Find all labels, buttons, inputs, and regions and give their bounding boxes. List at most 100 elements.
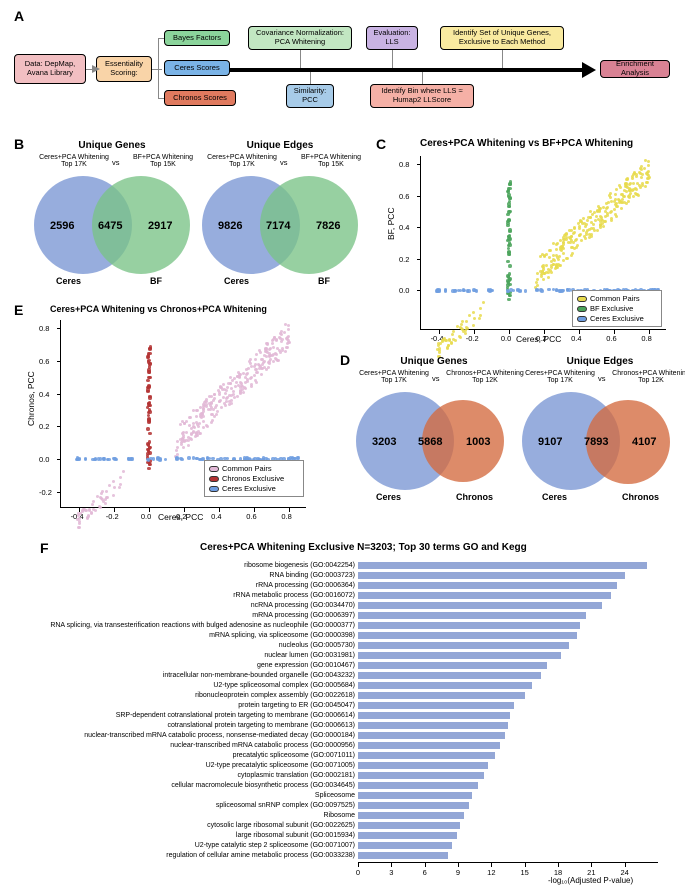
- bar-label: intracellular non-membrane-bounded organ…: [48, 672, 358, 679]
- barchart-f: ribosome biogenesis (GO:0042254) RNA bind…: [48, 560, 668, 860]
- bar-row: cytoplasmic translation (GO:0002181): [48, 770, 668, 780]
- bar-row: nucleolus (GO:0005730): [48, 640, 668, 650]
- panel-c-label: C: [376, 136, 386, 152]
- bar-row: cytosolic large ribosomal subunit (GO:00…: [48, 820, 668, 830]
- bar-fill: [358, 682, 532, 689]
- venn-b-genes: Unique Genes Ceres+PCA Whitening Top 17K…: [32, 140, 192, 290]
- pipeline-diagram: Data: DepMap, Avana Library Essentiality…: [14, 16, 669, 126]
- box-sim: Similarity: PCC: [286, 84, 334, 108]
- venn-d-edges: Unique Edges Ceres+PCA Whitening Top 17K…: [520, 356, 680, 506]
- bar-row: protein targeting to ER (GO:0045047): [48, 700, 668, 710]
- bar-fill: [358, 752, 495, 759]
- bar-row: nuclear-transcribed mRNA catabolic proce…: [48, 730, 668, 740]
- bar-fill: [358, 672, 541, 679]
- bar-fill: [358, 612, 586, 619]
- scatter-c-title: Ceres+PCA Whitening vs BF+PCA Whitening: [420, 138, 633, 149]
- bar-fill: [358, 822, 460, 829]
- venn-d-edges-lname: Ceres: [542, 492, 567, 502]
- venn-d-genes-overlap: 5868: [418, 436, 442, 448]
- bar-label: nuclear lumen (GO:0031981): [48, 652, 358, 659]
- venn-b-vs: vs: [112, 158, 120, 167]
- box-ceres: Ceres Scores: [164, 60, 230, 76]
- bar-label: cytoplasmic translation (GO:0002181): [48, 772, 358, 779]
- bar-label: U2-type precatalytic spliceosome (GO:007…: [48, 762, 358, 769]
- venn-d-edges-left: 9107: [538, 436, 562, 448]
- box-enrich: Enrichment Analysis: [600, 60, 670, 78]
- bar-row: nuclear-transcribed mRNA catabolic proce…: [48, 740, 668, 750]
- bar-fill: [358, 602, 602, 609]
- bar-label: precatalytic spliceosome (GO:0071011): [48, 752, 358, 759]
- bar-label: ribosome biogenesis (GO:0042254): [48, 562, 358, 569]
- venn-b-edges-right: 7826: [316, 220, 340, 232]
- bar-row: spliceosomal snRNP complex (GO:0097525): [48, 800, 668, 810]
- bar-label: cotranslational protein targeting to mem…: [48, 722, 358, 729]
- bar-fill: [358, 562, 647, 569]
- venn-b-genes-overlap: 6475: [98, 220, 122, 232]
- bar-label: mRNA splicing, via spliceosome (GO:00003…: [48, 632, 358, 639]
- bar-fill: [358, 592, 611, 599]
- bar-label: U2-type catalytic step 2 spliceosome (GO…: [48, 842, 358, 849]
- bar-fill: [358, 692, 525, 699]
- venn-b-edges-rname: BF: [318, 276, 330, 286]
- bar-fill: [358, 652, 561, 659]
- venn-b-edges-left: 9826: [218, 220, 242, 232]
- bar-label: mRNA processing (GO:0006397): [48, 612, 358, 619]
- bar-row: ncRNA processing (GO:0034470): [48, 600, 668, 610]
- bar-label: SRP-dependent cotranslational protein ta…: [48, 712, 358, 719]
- venn-b2-vs: vs: [280, 158, 288, 167]
- bar-fill: [358, 742, 500, 749]
- scatter-e-legend: Common PairsChronos ExclusiveCeres Exclu…: [204, 460, 304, 497]
- scatter-e-xlabel: Ceres, PCC: [158, 512, 203, 522]
- venn-d2-sub-right: Chronos+PCA Whitening Top 12K: [604, 370, 685, 384]
- venn-b-genes-title: Unique Genes: [32, 140, 192, 151]
- bar-row: cellular macromolecule biosynthetic proc…: [48, 780, 668, 790]
- venn-d-genes-rname: Chronos: [456, 492, 493, 502]
- scatter-e-ylabel: Chronos, PCC: [26, 371, 36, 426]
- bar-label: nucleolus (GO:0005730): [48, 642, 358, 649]
- bar-label: gene expression (GO:0010467): [48, 662, 358, 669]
- venn-b-genes-right: 2917: [148, 220, 172, 232]
- venn-b2-sub-right: BF+PCA Whitening Top 15K: [288, 154, 374, 168]
- bar-fill: [358, 812, 464, 819]
- box-eval: Evaluation: LLS: [366, 26, 418, 50]
- venn-d-genes: Unique Genes Ceres+PCA Whitening Top 17K…: [354, 356, 514, 506]
- venn-d-edges-title: Unique Edges: [520, 356, 680, 367]
- bar-label: spliceosomal snRNP complex (GO:0097525): [48, 802, 358, 809]
- bar-label: rRNA processing (GO:0006364): [48, 582, 358, 589]
- bar-fill: [358, 772, 484, 779]
- bar-label: rRNA metabolic process (GO:0016072): [48, 592, 358, 599]
- venn-d-edges-right: 4107: [632, 436, 656, 448]
- bar-fill: [358, 642, 569, 649]
- venn-d-sub-left: Ceres+PCA Whitening Top 17K: [348, 370, 440, 384]
- venn-b-genes-rname: BF: [150, 276, 162, 286]
- bar-row: U2-type precatalytic spliceosome (GO:007…: [48, 760, 668, 770]
- box-bayes: Bayes Factors: [164, 30, 230, 46]
- venn-b-edges-overlap: 7174: [266, 220, 290, 232]
- panel-f-label: F: [40, 540, 49, 556]
- bar-row: ribosome biogenesis (GO:0042254): [48, 560, 668, 570]
- bar-row: Ribosome: [48, 810, 668, 820]
- bar-fill: [358, 632, 577, 639]
- box-bin: Identify Bin where LLS ≈ Humap2 LLScore: [370, 84, 474, 108]
- box-unique: Identify Set of Unique Genes, Exclusive …: [440, 26, 564, 50]
- bar-fill: [358, 582, 617, 589]
- venn-b-genes-lname: Ceres: [56, 276, 81, 286]
- bar-fill: [358, 842, 452, 849]
- venn-d2-sub-left: Ceres+PCA Whitening Top 17K: [514, 370, 606, 384]
- bar-row: mRNA processing (GO:0006397): [48, 610, 668, 620]
- bar-label: RNA binding (GO:0003723): [48, 572, 358, 579]
- box-data: Data: DepMap, Avana Library: [14, 54, 86, 84]
- bar-label: cellular macromolecule biosynthetic proc…: [48, 782, 358, 789]
- box-covnorm: Covariance Normalization: PCA Whitening: [248, 26, 352, 50]
- bar-row: precatalytic spliceosome (GO:0071011): [48, 750, 668, 760]
- venn-b-sub-left: Ceres+PCA Whitening Top 17K: [30, 154, 118, 168]
- scatter-c-ylabel: BF, PCC: [386, 207, 396, 240]
- venn-b2-sub-left: Ceres+PCA Whitening Top 17K: [198, 154, 286, 168]
- bar-row: U2-type spliceosomal complex (GO:0005684…: [48, 680, 668, 690]
- panel-b-label: B: [14, 136, 24, 152]
- bar-fill: [358, 802, 469, 809]
- bar-label: protein targeting to ER (GO:0045047): [48, 702, 358, 709]
- barchart-f-title: Ceres+PCA Whitening Exclusive N=3203; To…: [200, 542, 527, 553]
- bar-row: mRNA splicing, via spliceosome (GO:00003…: [48, 630, 668, 640]
- bar-row: large ribosomal subunit (GO:0015934): [48, 830, 668, 840]
